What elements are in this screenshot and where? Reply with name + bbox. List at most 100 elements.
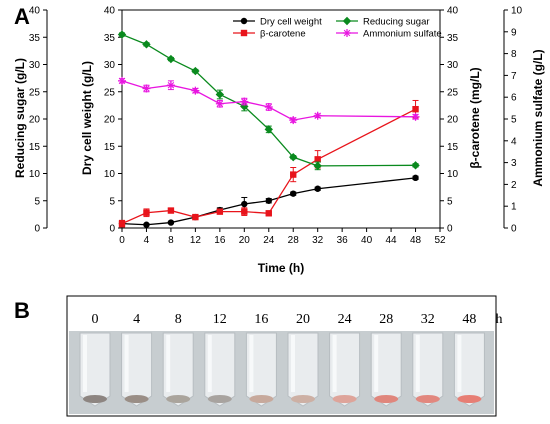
dry-cell-weight-tick-label: 35 bbox=[104, 33, 116, 44]
photo-time-label: 0 bbox=[92, 312, 99, 327]
x-tick-label: 16 bbox=[214, 235, 226, 246]
legend-item-beta-carotene: β-carotene bbox=[233, 29, 306, 40]
beta-carotene-tick-label: 0 bbox=[447, 224, 453, 235]
tube bbox=[79, 332, 111, 407]
cell-pellet bbox=[124, 395, 149, 403]
beta-carotene-tick-label: 35 bbox=[447, 33, 459, 44]
dry-cell-weight-tick-label: 30 bbox=[104, 60, 116, 71]
ammonium-sulfate-point-stroke bbox=[216, 100, 224, 108]
dry-cell-weight-point bbox=[167, 219, 175, 226]
photo-time-label: 16 bbox=[254, 312, 268, 327]
cell-pellet bbox=[415, 395, 440, 403]
ammonium-sulfate-point-stroke bbox=[265, 103, 273, 111]
reducing-sugar-tick-label: 30 bbox=[29, 60, 41, 71]
ammonium-sulfate-tick-label: 8 bbox=[511, 49, 517, 60]
x-tick-label: 52 bbox=[434, 235, 446, 246]
legend-marker bbox=[240, 17, 248, 25]
x-tick-label: 8 bbox=[168, 235, 174, 246]
dry-cell-weight-tick-label: 25 bbox=[104, 87, 116, 98]
dry-cell-weight-point bbox=[265, 197, 272, 204]
tube-highlight bbox=[415, 335, 420, 392]
ammonium-sulfate-tick-label: 10 bbox=[511, 6, 523, 17]
legend-item-reducing-sugar: Reducing sugar bbox=[336, 17, 430, 28]
legend-item-dry-cell-weight: Dry cell weight bbox=[233, 17, 322, 28]
x-tick-label: 32 bbox=[312, 235, 324, 246]
photo-time-label: 32 bbox=[421, 312, 435, 327]
photo-time-label: 48 bbox=[462, 312, 476, 327]
ammonium-sulfate-tick-label: 9 bbox=[511, 27, 517, 38]
beta-carotene-axis-title: β-carotene (mg/L) bbox=[468, 67, 482, 168]
photo-unit-label: h bbox=[496, 312, 503, 327]
tube bbox=[245, 332, 277, 407]
reducing-sugar-point bbox=[289, 152, 298, 162]
dry-cell-weight-tick-label: 0 bbox=[109, 224, 115, 235]
x-tick-label: 24 bbox=[263, 235, 275, 246]
legend-label: Dry cell weight bbox=[260, 17, 322, 28]
photo-time-label: 8 bbox=[175, 312, 182, 327]
tube-highlight bbox=[291, 335, 295, 392]
x-axis-title: Time (h) bbox=[258, 261, 304, 275]
beta-carotene-tick-label: 30 bbox=[447, 60, 459, 71]
x-tick-label: 28 bbox=[288, 235, 300, 246]
dry-cell-weight-point bbox=[412, 174, 419, 182]
cell-pellet bbox=[83, 395, 107, 403]
tube-photo bbox=[79, 332, 485, 407]
reducing-sugar-tick-label: 15 bbox=[29, 142, 41, 153]
dry-cell-weight-tick-label: 20 bbox=[104, 115, 116, 126]
panel-b-label: B bbox=[14, 298, 30, 323]
dry-cell-weight-point bbox=[314, 185, 321, 192]
ammonium-sulfate-point-stroke bbox=[241, 98, 248, 105]
dry-cell-weight-tick-label: 10 bbox=[104, 169, 116, 180]
x-tick-label: 20 bbox=[239, 235, 251, 246]
tube bbox=[370, 332, 402, 407]
beta-carotene-tick-label: 5 bbox=[447, 196, 453, 207]
beta-carotene-tick-label: 15 bbox=[447, 142, 459, 153]
ammonium-sulfate-point bbox=[215, 99, 224, 108]
cell-pellet bbox=[374, 395, 399, 403]
tube-highlight bbox=[124, 335, 129, 392]
dry-cell-weight-point bbox=[290, 190, 297, 197]
ammonium-sulfate-point bbox=[166, 81, 175, 90]
ammonium-sulfate-tick-label: 2 bbox=[511, 180, 517, 191]
reducing-sugar-point bbox=[166, 54, 176, 64]
tube-highlight bbox=[457, 335, 462, 392]
cell-pellet bbox=[249, 395, 274, 403]
tube bbox=[121, 332, 153, 407]
ammonium-sulfate-point bbox=[240, 97, 249, 106]
ammonium-sulfate-point bbox=[289, 116, 298, 125]
reducing-sugar-point bbox=[264, 125, 273, 134]
axis-ticks: 0 4 8 12 16 20 24 28 32 36 40 44 48 52051015202530354… bbox=[29, 6, 523, 247]
ammonium-sulfate-point bbox=[411, 112, 420, 121]
dry-cell-weight-point bbox=[241, 200, 248, 208]
reducing-sugar-tick-label: 5 bbox=[34, 196, 40, 207]
dry-cell-weight-tick-label: 40 bbox=[104, 6, 116, 17]
series-beta-carotene bbox=[118, 99, 419, 228]
beta-carotene-point bbox=[412, 105, 419, 113]
beta-carotene-line bbox=[121, 108, 416, 225]
ammonium-sulfate-point-stroke bbox=[118, 77, 126, 85]
ammonium-sulfate-point-stroke bbox=[143, 85, 150, 92]
beta-carotene-point bbox=[118, 220, 126, 227]
x-tick-label: 4 bbox=[144, 235, 150, 246]
legend-label: Ammonium sulfate bbox=[363, 29, 442, 40]
x-tick-label: 40 bbox=[361, 235, 373, 246]
panel-a-label: A bbox=[14, 4, 30, 29]
cell-pellet bbox=[166, 395, 191, 403]
dry-cell-weight-line bbox=[121, 177, 416, 226]
cell-pellet bbox=[457, 395, 482, 403]
legend-marker bbox=[342, 16, 352, 26]
tube bbox=[329, 332, 361, 407]
ammonium-sulfate-point bbox=[142, 84, 151, 93]
series-reducing-sugar bbox=[117, 30, 420, 171]
series-layer bbox=[117, 30, 420, 228]
cell-pellet bbox=[332, 395, 357, 403]
photo-time-labels: 0 4 8 12 16 20 24 28 32 48 h bbox=[92, 312, 503, 327]
reducing-sugar-point bbox=[142, 40, 151, 49]
ammonium-sulfate-point bbox=[264, 103, 273, 112]
ammonium-sulfate-point bbox=[191, 86, 200, 95]
photo-time-label: 4 bbox=[133, 312, 140, 327]
plot-frame bbox=[121, 9, 441, 229]
reducing-sugar-point bbox=[411, 161, 420, 170]
reducing-sugar-tick-label: 35 bbox=[29, 33, 41, 44]
dry-cell-weight-tick-label: 15 bbox=[104, 142, 116, 153]
